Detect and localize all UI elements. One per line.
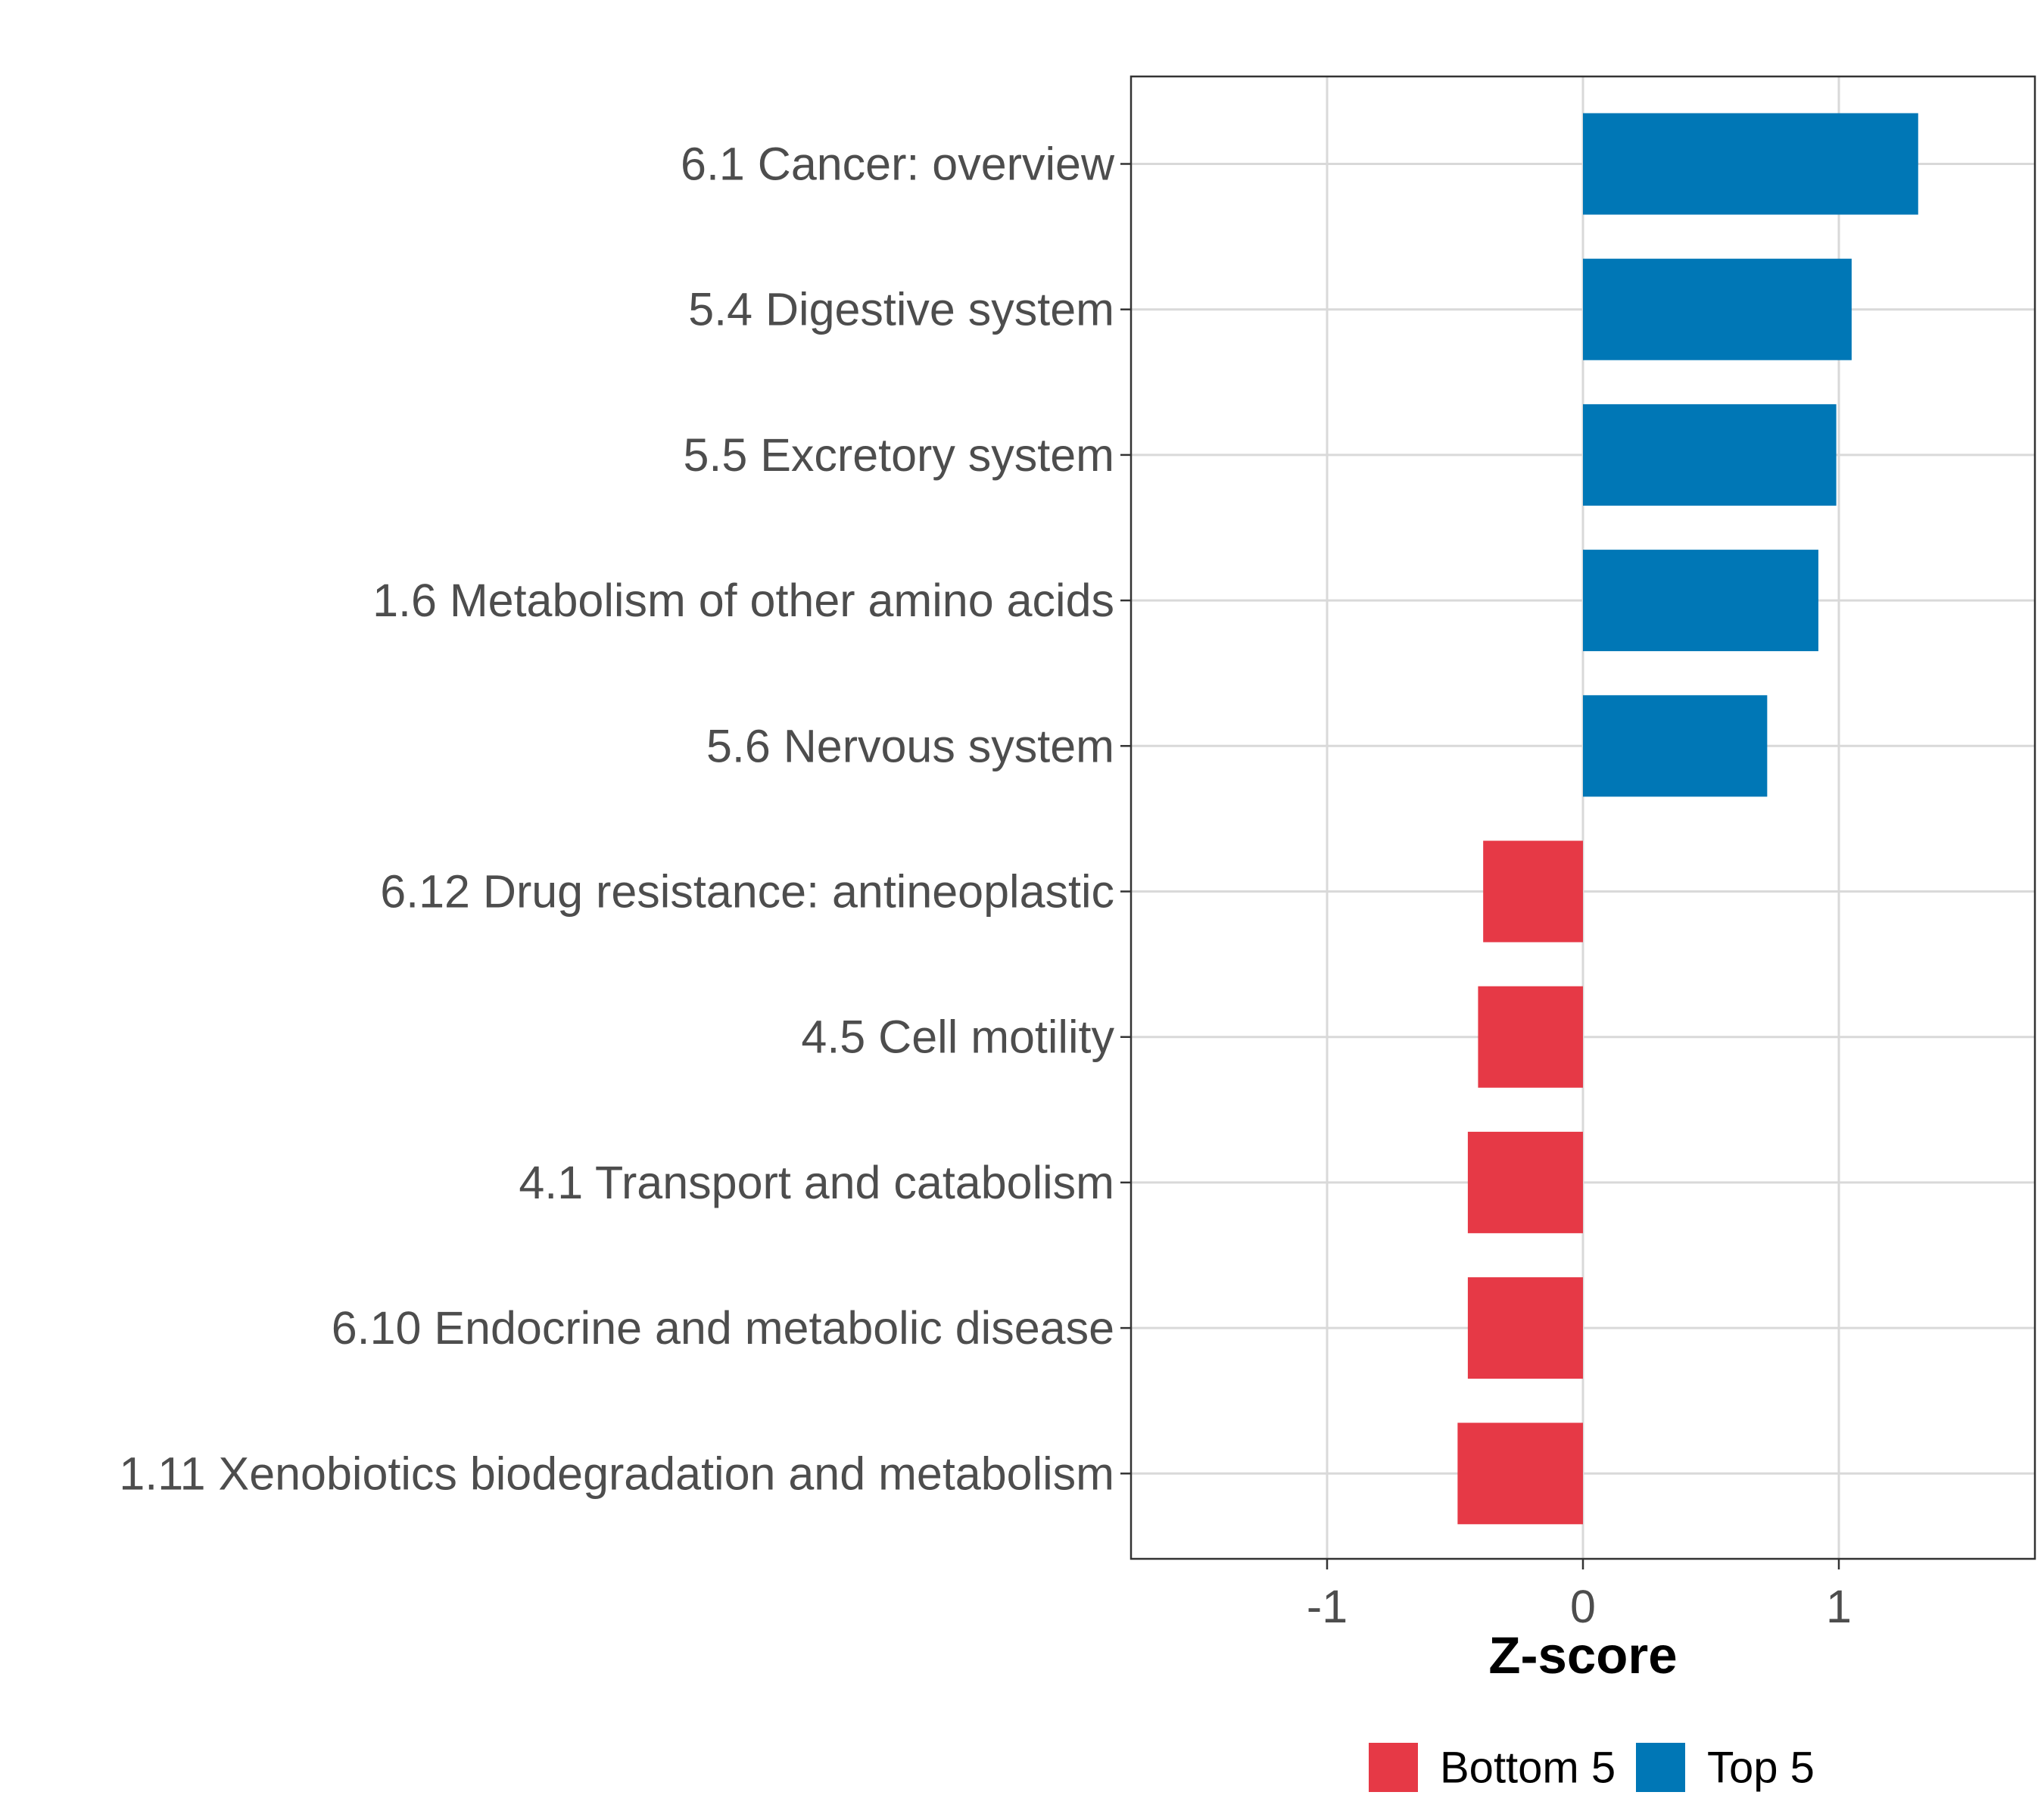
y-axis-labels: 6.1 Cancer: overview 5.4 Digestive system…	[119, 139, 1115, 1500]
category-label-5-4-digestive-system: 5.4 Digestive system	[688, 284, 1114, 335]
legend-label-top-5: Top 5	[1707, 1744, 1815, 1793]
category-label-5-5-excretory-system: 5.5 Excretory system	[684, 429, 1115, 481]
legend-label-bottom-5: Bottom 5	[1440, 1744, 1616, 1793]
category-label-4-1-transport-and-catabolism: 4.1 Transport and catabolism	[519, 1157, 1114, 1208]
bar-6-1-cancer-overview	[1583, 113, 1918, 215]
bar-6-10-endocrine-and-metabolic-disease	[1467, 1277, 1583, 1379]
bar-1-11-xenobiotics-biodegradation-and-metabolism	[1457, 1423, 1583, 1525]
bar-4-1-transport-and-catabolism	[1467, 1131, 1583, 1233]
bar-1-6-metabolism-of-other-amino-acids	[1583, 550, 1818, 652]
bar-4-5-cell-motility	[1478, 986, 1583, 1088]
bar-6-12-drug-resistance-antineoplastic	[1483, 840, 1583, 943]
bar-5-4-digestive-system	[1583, 258, 1852, 360]
x-axis-labels: -1 0 1	[1307, 1581, 1852, 1632]
x-tick-label-1: 1	[1826, 1581, 1852, 1632]
legend-key-bottom-5	[1369, 1743, 1418, 1792]
category-label-6-12-drug-resistance-antineoplastic: 6.12 Drug resistance: antineoplastic	[380, 866, 1114, 918]
category-label-5-6-nervous-system: 5.6 Nervous system	[706, 720, 1114, 771]
y-axis-ticks	[1120, 163, 1131, 1475]
bar-5-5-excretory-system	[1583, 404, 1837, 506]
x-tick-label-1: -1	[1307, 1581, 1348, 1632]
legend: Bottom 5 Top 5	[1369, 1743, 1815, 1793]
category-label-1-6-metabolism-of-other-amino-acids: 1.6 Metabolism of other amino acids	[372, 575, 1114, 626]
category-label-1-11-xenobiotics-biodegradation-and-metabolism: 1.11 Xenobiotics biodegradation and meta…	[119, 1448, 1114, 1499]
category-label-6-10-endocrine-and-metabolic-disease: 6.10 Endocrine and metabolic disease	[332, 1302, 1114, 1354]
category-label-4-5-cell-motility: 4.5 Cell motility	[801, 1011, 1114, 1063]
bars	[1457, 113, 1918, 1525]
x-axis-ticks	[1326, 1559, 1840, 1569]
legend-key-top-5	[1636, 1743, 1685, 1792]
x-axis-title: Z-score	[1488, 1626, 1677, 1685]
bar-5-6-nervous-system	[1583, 695, 1768, 797]
x-tick-label-0: 0	[1570, 1581, 1596, 1632]
category-label-6-1-cancer-overview: 6.1 Cancer: overview	[681, 139, 1115, 190]
